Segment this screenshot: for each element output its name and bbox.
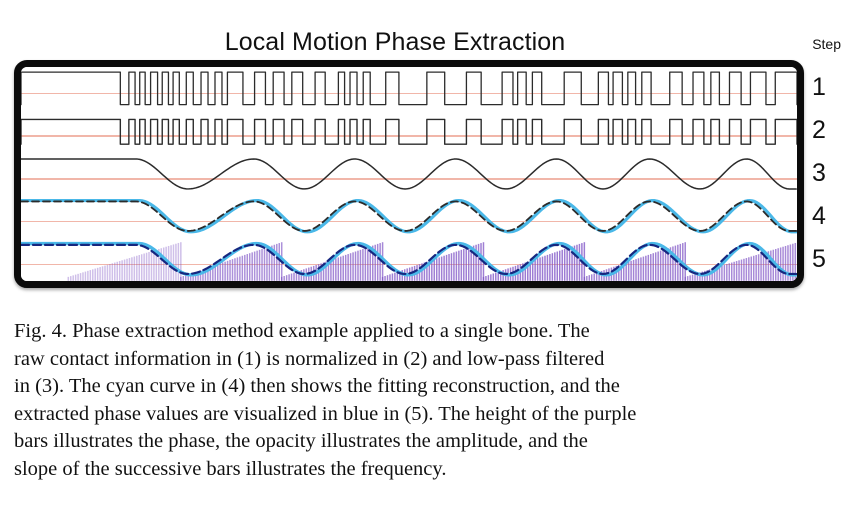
step-number-3: 3 <box>812 159 826 187</box>
plot-area <box>21 67 797 281</box>
caption-line: bars illustrates the phase, the opacity … <box>14 430 588 452</box>
signal-svg-step-2 <box>21 118 797 145</box>
caption-line: raw contact information in (1) is normal… <box>14 347 605 370</box>
figure-plot-container <box>14 60 804 288</box>
figure-title: Local Motion Phase Extraction <box>224 28 566 56</box>
step-number-4: 4 <box>812 201 826 230</box>
reference-midline <box>21 135 797 137</box>
reference-midline <box>21 221 797 223</box>
plot-row-step-2 <box>21 109 797 153</box>
step-number-5: 5 <box>812 244 826 273</box>
step-axis-label: Step <box>812 36 841 52</box>
step-number-column: 1 2 3 4 5 <box>812 60 846 288</box>
signal-svg-step-3 <box>21 157 797 190</box>
signal-svg-step-5 <box>21 242 797 281</box>
plot-row-step-3 <box>21 152 797 196</box>
reference-midline <box>21 263 797 266</box>
reference-midline <box>21 92 797 95</box>
signal-svg-step-4 <box>21 199 797 234</box>
plot-row-step-5 <box>21 238 797 281</box>
signal-svg-step-1 <box>21 71 797 106</box>
caption-line: Fig. 4. Phase extraction method example … <box>14 320 590 342</box>
step-number-2: 2 <box>812 116 826 145</box>
caption-line: extracted phase values are visualized in… <box>14 402 637 425</box>
plot-row-step-4 <box>21 195 797 239</box>
reference-midline <box>21 178 797 180</box>
caption-line: slope of the successive bars illustrates… <box>14 457 447 480</box>
caption-line: in (3). The cyan curve in (4) then shows… <box>14 375 620 397</box>
plot-row-step-1 <box>21 67 797 110</box>
plot-frame <box>14 60 804 288</box>
step-number-1: 1 <box>812 73 826 102</box>
figure-caption: Fig. 4. Phase extraction method example … <box>14 318 836 483</box>
